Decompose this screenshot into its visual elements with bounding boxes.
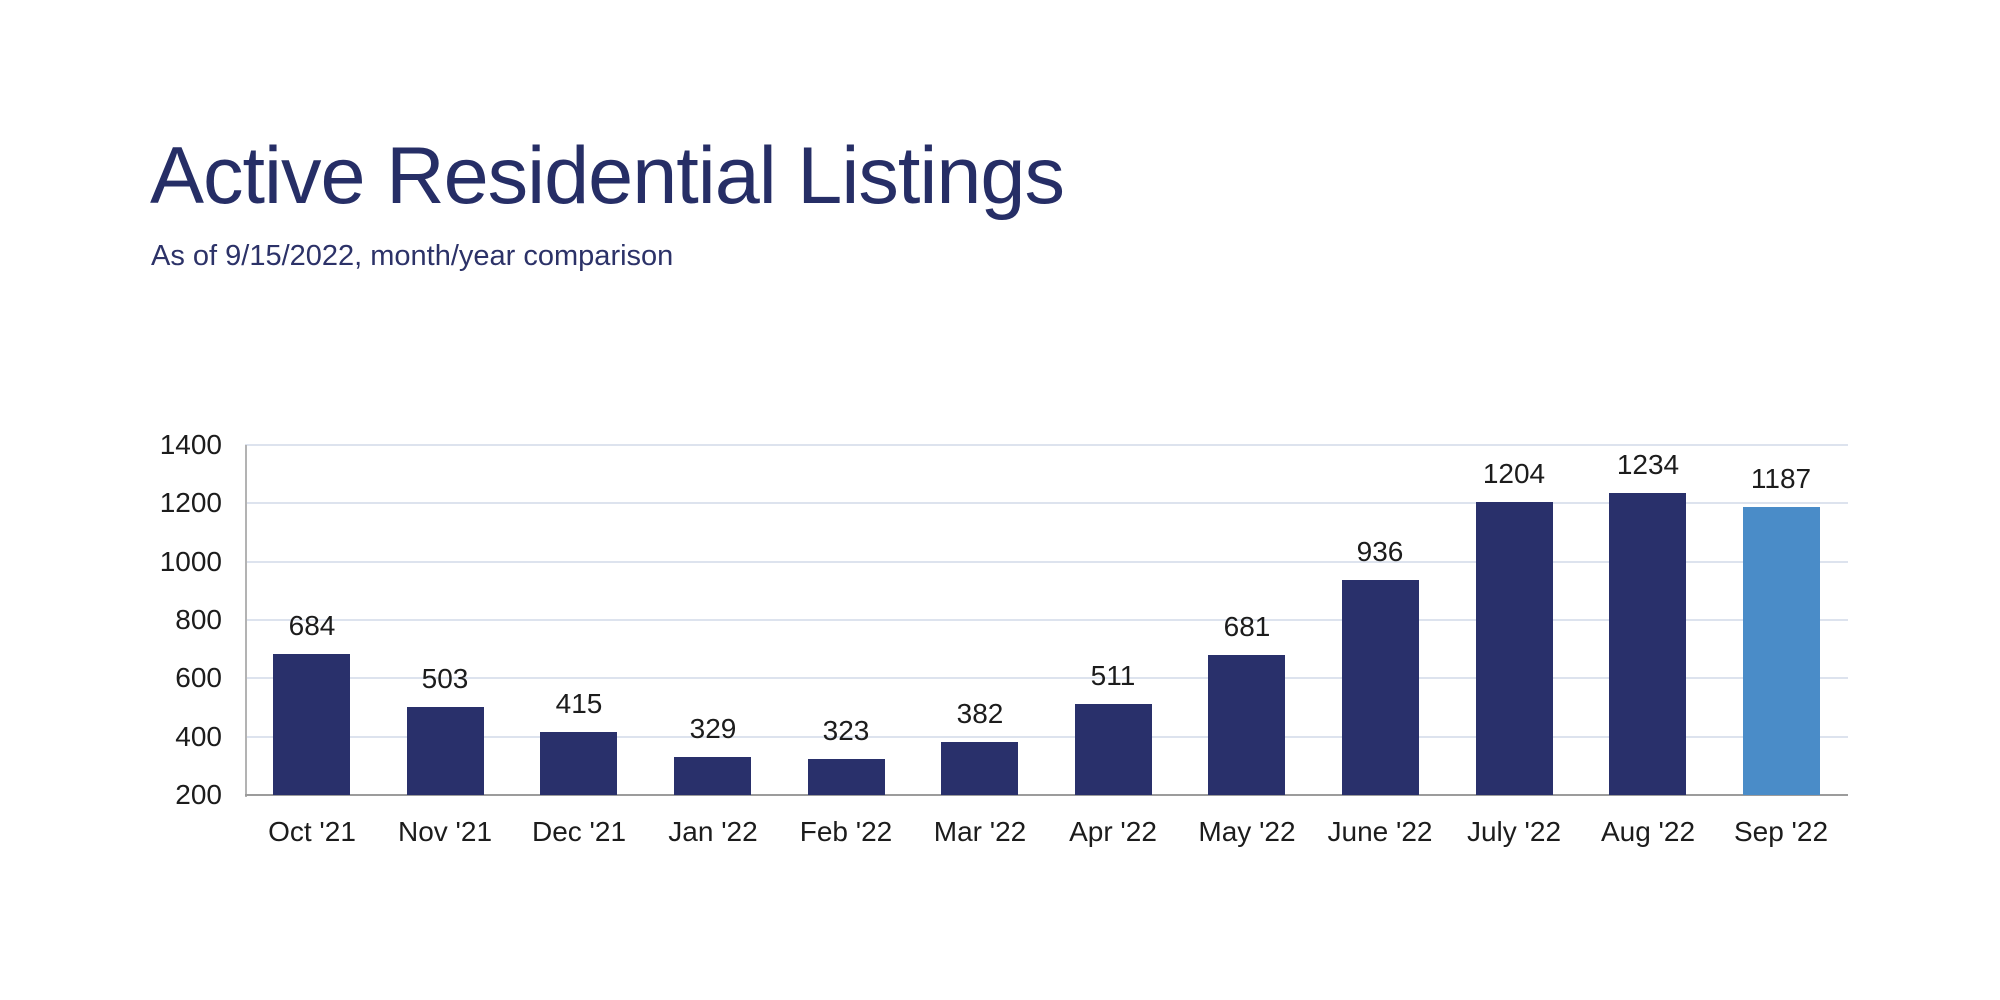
bar-value-label: 329 — [689, 713, 737, 744]
bar-value-label: 1187 — [1750, 463, 1812, 494]
bar — [407, 707, 484, 795]
bar — [1476, 502, 1553, 795]
bar-value-label: 503 — [421, 663, 469, 694]
x-axis-tick-label: Dec '21 — [531, 816, 627, 847]
y-axis-tick-label: 1200 — [159, 487, 222, 518]
x-axis-tick-label: Aug '22 — [1600, 816, 1696, 847]
x-axis-tick-label: May '22 — [1198, 816, 1296, 847]
bar — [808, 759, 885, 795]
gridline — [245, 736, 1848, 738]
y-axis-tick-label: 1000 — [159, 546, 222, 577]
bar-value-label: 323 — [822, 715, 870, 746]
x-axis-tick-label: Nov '21 — [397, 816, 493, 847]
y-axis-tick-label: 800 — [175, 604, 222, 635]
y-axis-tick-label: 200 — [175, 779, 222, 810]
bar — [674, 757, 751, 795]
bar-value-label: 684 — [288, 610, 336, 641]
bar — [1075, 704, 1152, 795]
x-axis-tick-label: Jan '22 — [668, 816, 758, 847]
x-axis-line — [245, 794, 1848, 796]
bar — [941, 742, 1018, 795]
bar-value-label: 1234 — [1616, 449, 1680, 480]
bar-value-label: 1204 — [1482, 458, 1546, 489]
gridline — [245, 619, 1848, 621]
bar — [1208, 655, 1285, 795]
bar-value-label: 936 — [1356, 536, 1404, 567]
y-axis-tick-label: 600 — [175, 662, 222, 693]
y-axis-tick-label: 400 — [175, 721, 222, 752]
bar-value-label: 681 — [1223, 611, 1271, 642]
y-axis-tick-label: 1400 — [159, 429, 222, 460]
x-axis-tick-label: Sep '22 — [1733, 816, 1829, 847]
gridline — [245, 677, 1848, 679]
bar — [540, 732, 617, 795]
gridline — [245, 444, 1848, 446]
x-axis-tick-label: Apr '22 — [1069, 816, 1157, 847]
bar-highlighted — [1743, 507, 1820, 795]
bar-value-label: 511 — [1090, 660, 1136, 691]
bar — [1342, 580, 1419, 795]
gridline — [245, 502, 1848, 504]
chart-title: Active Residential Listings — [150, 131, 1065, 221]
x-axis-tick-label: Mar '22 — [933, 816, 1027, 847]
bar-value-label: 382 — [956, 698, 1004, 729]
bar — [273, 654, 350, 795]
bar-value-label: 415 — [555, 688, 603, 719]
x-axis-tick-label: Oct '21 — [268, 816, 356, 847]
x-axis-tick-label: Feb '22 — [799, 816, 893, 847]
gridline — [245, 561, 1848, 563]
x-axis-tick-label: June '22 — [1327, 816, 1433, 847]
bar — [1609, 493, 1686, 795]
x-axis-tick-label: July '22 — [1466, 816, 1562, 847]
y-axis-line — [245, 445, 247, 797]
chart-subtitle: As of 9/15/2022, month/year comparison — [151, 240, 674, 272]
